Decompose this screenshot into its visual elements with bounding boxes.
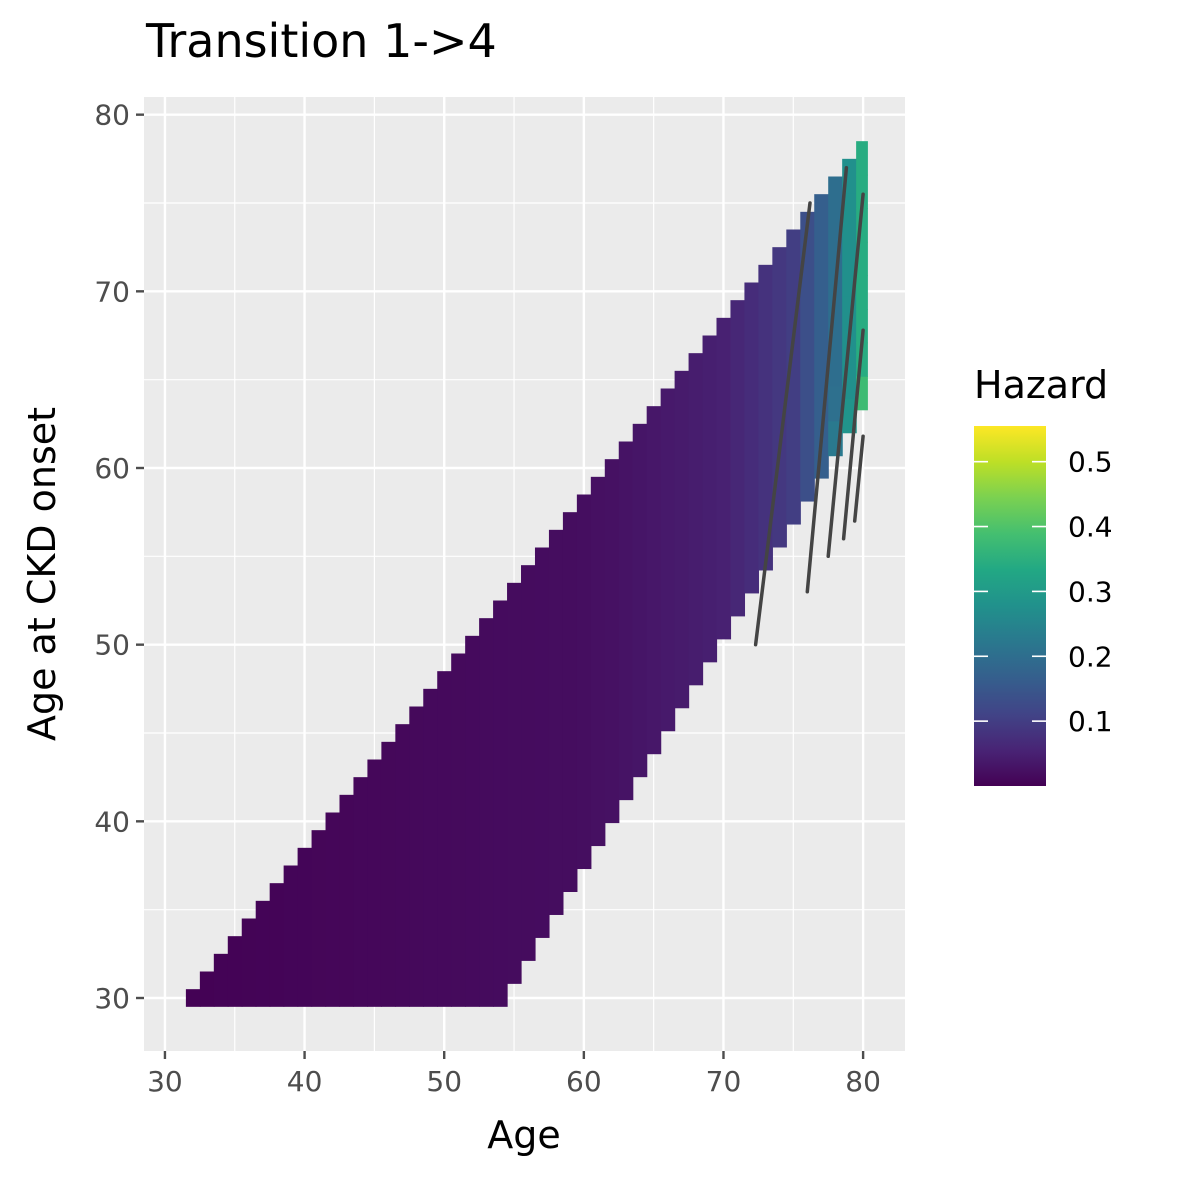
heatmap-cell bbox=[856, 141, 868, 176]
heatmap-cell bbox=[534, 547, 550, 938]
heatmap-cell bbox=[395, 724, 410, 1007]
x-axis-title: Age bbox=[487, 1113, 561, 1157]
x-tick-label: 60 bbox=[566, 1065, 602, 1098]
legend-label: 0.5 bbox=[1068, 446, 1113, 479]
x-tick-label: 40 bbox=[287, 1065, 323, 1098]
heatmap-cell bbox=[507, 582, 522, 984]
heatmap-cell bbox=[311, 830, 327, 1007]
heatmap-cell bbox=[590, 476, 606, 847]
heatmap-cell bbox=[856, 309, 868, 344]
legend-title: Hazard bbox=[974, 363, 1108, 407]
legend-label: 0.3 bbox=[1068, 575, 1113, 608]
x-tick-label: 80 bbox=[845, 1065, 881, 1098]
contour-lines bbox=[753, 165, 865, 647]
heatmap-cell bbox=[828, 350, 843, 387]
legend-label: 0.2 bbox=[1068, 640, 1113, 673]
heatmap-cell bbox=[409, 706, 424, 1007]
heatmap-cell bbox=[269, 883, 285, 1007]
heatmap-cell bbox=[199, 971, 215, 1007]
heatmap-cell bbox=[185, 989, 201, 1007]
heatmap-cell bbox=[856, 376, 868, 411]
heatmap-cell bbox=[716, 317, 732, 640]
heatmap-cell bbox=[576, 494, 592, 870]
contour-line bbox=[805, 165, 849, 594]
heatmap-cell bbox=[828, 176, 843, 212]
legend-label: 0.1 bbox=[1068, 705, 1113, 738]
chart-title: Transition 1->4 bbox=[146, 14, 497, 68]
heatmap-cell bbox=[702, 335, 718, 663]
heatmap-cell bbox=[479, 618, 494, 1007]
heatmap-cell bbox=[521, 565, 536, 961]
heatmap-cell bbox=[255, 900, 271, 1007]
heatmap-cell bbox=[618, 441, 634, 801]
heatmap-cell bbox=[283, 865, 299, 1007]
heatmap-cell bbox=[828, 385, 843, 422]
heatmap-cell bbox=[437, 671, 452, 1007]
heatmap-cell bbox=[646, 406, 662, 755]
heatmap-cell bbox=[451, 653, 466, 1007]
heatmap-cell bbox=[381, 741, 396, 1007]
contour-line bbox=[753, 201, 812, 647]
heatmap-cell bbox=[856, 275, 868, 310]
heatmap-cell bbox=[241, 918, 257, 1007]
heatmap-cell bbox=[367, 759, 382, 1007]
heatmap-cell bbox=[465, 635, 480, 1007]
heatmap-cell bbox=[800, 211, 815, 502]
heatmap-cell bbox=[674, 370, 690, 709]
heatmap-cell bbox=[758, 264, 773, 571]
heatmap-cell bbox=[213, 953, 229, 1007]
heatmap-cell bbox=[842, 193, 857, 228]
axis-ticks: 30 40 50 60 70 80 30 40 50 60 70 80 bbox=[94, 99, 881, 1098]
contour-line bbox=[841, 328, 865, 541]
x-tick-label: 30 bbox=[147, 1065, 183, 1098]
heatmap-cell bbox=[325, 812, 341, 1007]
heatmap-cell bbox=[423, 688, 438, 1007]
legend-ticks: 0.1 0.2 0.3 0.4 0.5 bbox=[974, 446, 1113, 738]
heatmap-cells bbox=[185, 141, 868, 1007]
heatmap-cell bbox=[562, 512, 578, 892]
heatmap-cell bbox=[227, 936, 243, 1007]
y-tick-label: 50 bbox=[94, 629, 130, 662]
legend-label: 0.4 bbox=[1068, 511, 1113, 544]
x-tick-label: 50 bbox=[426, 1065, 462, 1098]
contour-line bbox=[852, 434, 865, 523]
heatmap-cell bbox=[660, 388, 676, 732]
heatmap-cell bbox=[339, 794, 355, 1007]
contour-line bbox=[826, 192, 865, 559]
heatmap-cell bbox=[856, 208, 868, 243]
legend-colorbar bbox=[974, 426, 1046, 786]
heatmap-cell bbox=[842, 227, 857, 263]
heatmap-cell bbox=[632, 423, 648, 778]
y-tick-label: 40 bbox=[94, 805, 130, 838]
heatmap-cell bbox=[548, 529, 564, 915]
heatmap-cell bbox=[744, 282, 759, 594]
heatmap-cell bbox=[856, 241, 868, 277]
legend: Hazard 0.1 0.2 0.3 0.4 0.5 bbox=[974, 363, 1113, 786]
heatmap-cell bbox=[856, 174, 868, 209]
heatmap-cell bbox=[730, 300, 746, 617]
y-axis-title: Age at CKD onset bbox=[20, 407, 64, 741]
y-tick-label: 70 bbox=[94, 275, 130, 308]
y-tick-label: 30 bbox=[94, 982, 130, 1015]
heatmap-cell bbox=[688, 353, 704, 686]
y-tick-label: 60 bbox=[94, 452, 130, 485]
heatmap-cell bbox=[493, 600, 508, 1007]
y-tick-label: 80 bbox=[94, 99, 130, 132]
x-tick-label: 70 bbox=[706, 1065, 742, 1098]
heatmap-cell bbox=[604, 459, 620, 824]
heatmap-cell bbox=[353, 777, 369, 1007]
heatmap-cell bbox=[297, 847, 313, 1007]
